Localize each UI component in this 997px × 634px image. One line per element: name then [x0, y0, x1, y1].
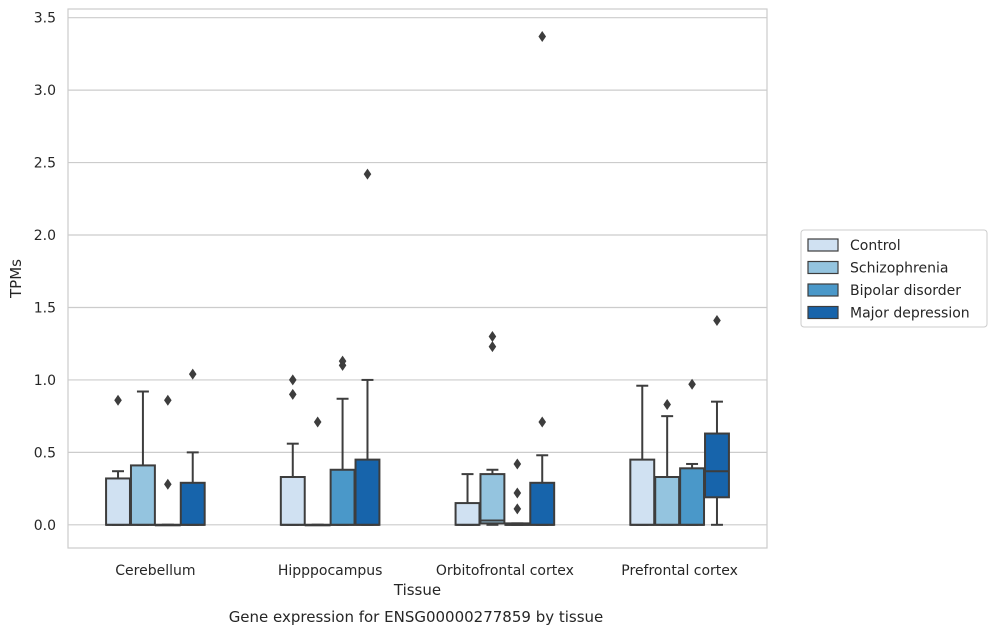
- box-body: [679, 467, 706, 526]
- legend-label: Bipolar disorder: [850, 283, 961, 299]
- box-1-0: [279, 374, 306, 526]
- box-2-3: [529, 31, 556, 526]
- outlier-point: [713, 315, 721, 327]
- y-tick-label: 0.5: [34, 445, 56, 461]
- outlier-point: [513, 487, 522, 499]
- box-2-1: [479, 330, 506, 526]
- box-3-1: [654, 399, 681, 526]
- outlier-point: [313, 416, 322, 428]
- box-0-0: [105, 394, 131, 526]
- outlier-point: [688, 378, 696, 390]
- x-tick-label: Orbitofrontal cortex: [436, 563, 574, 579]
- legend-label: Control: [850, 238, 901, 254]
- x-tick-label: Prefrontal cortex: [621, 563, 738, 579]
- x-tick-labels: Cerebellum Hipppocampus Orbitofrontal cort…: [115, 563, 738, 579]
- box-body: [629, 458, 656, 526]
- outlier-point: [538, 31, 547, 43]
- legend: Control Schizophrenia Bipolar disorder Majo…: [800, 229, 988, 328]
- x-tick-label: Hipppocampus: [278, 563, 383, 579]
- outlier-point: [288, 374, 297, 386]
- box-body: [129, 464, 156, 526]
- box-0-3: [179, 368, 206, 526]
- y-tick-label: 3.5: [34, 11, 56, 27]
- box-1-3: [354, 168, 381, 526]
- box-1-1: [304, 416, 331, 527]
- outlier-point: [538, 416, 547, 428]
- outlier-point: [663, 399, 671, 411]
- y-tick-label: 0.0: [34, 518, 56, 534]
- box-body: [105, 477, 131, 526]
- outlier-point: [488, 341, 497, 353]
- outlier-point: [338, 355, 347, 367]
- box-0-1: [129, 390, 156, 526]
- outlier-point: [288, 388, 297, 400]
- box-body: [529, 481, 556, 526]
- outlier-point: [188, 368, 197, 380]
- box-0-2: [154, 394, 181, 527]
- outlier-point: [513, 458, 522, 470]
- legend-label: Major depression: [850, 306, 970, 322]
- y-tick-labels: 0.0 0.5 1.0 1.5 2.0 2.5 3.0 3.5: [34, 11, 56, 534]
- box-3-2: [679, 378, 706, 526]
- y-tick-label: 1.0: [34, 373, 56, 389]
- box-body: [279, 476, 306, 526]
- legend-swatch: [807, 283, 839, 297]
- legend-swatch: [807, 260, 839, 275]
- box-body: [704, 432, 730, 499]
- box-body: [354, 458, 381, 526]
- box-body: [654, 476, 681, 526]
- legend-swatch: [807, 305, 839, 320]
- y-tick-label: 2.0: [34, 228, 56, 244]
- y-tick-label: 3.0: [34, 83, 56, 99]
- x-axis-label: Tissue: [393, 581, 441, 599]
- grid-lines: [68, 17, 767, 526]
- box-body: [454, 502, 481, 526]
- outlier-point: [488, 330, 497, 342]
- box-1-2: [329, 355, 356, 526]
- y-tick-label: 1.5: [34, 300, 56, 316]
- legend-label: Schizophrenia: [850, 261, 948, 277]
- outlier-point: [164, 394, 172, 406]
- chart-caption: Gene expression for ENSG00000277859 by t…: [229, 608, 604, 626]
- box-series: [105, 31, 730, 527]
- box-3-0: [629, 384, 656, 526]
- box-2-2: [504, 458, 531, 526]
- legend-swatch: [807, 238, 839, 252]
- legend-frame: [800, 229, 988, 328]
- box-body: [329, 468, 356, 526]
- outlier-point: [164, 478, 172, 490]
- outlier-point: [513, 503, 522, 515]
- x-tick-label: Cerebellum: [115, 563, 195, 579]
- box-3-3: [704, 315, 730, 526]
- box-body: [179, 481, 206, 526]
- y-axis-label: TPMs: [7, 259, 25, 299]
- outlier-point: [114, 394, 122, 406]
- box-2-0: [454, 473, 481, 526]
- box-body: [479, 473, 506, 525]
- outlier-point: [363, 168, 372, 180]
- y-tick-label: 2.5: [34, 156, 56, 172]
- plot-frame: [67, 8, 768, 549]
